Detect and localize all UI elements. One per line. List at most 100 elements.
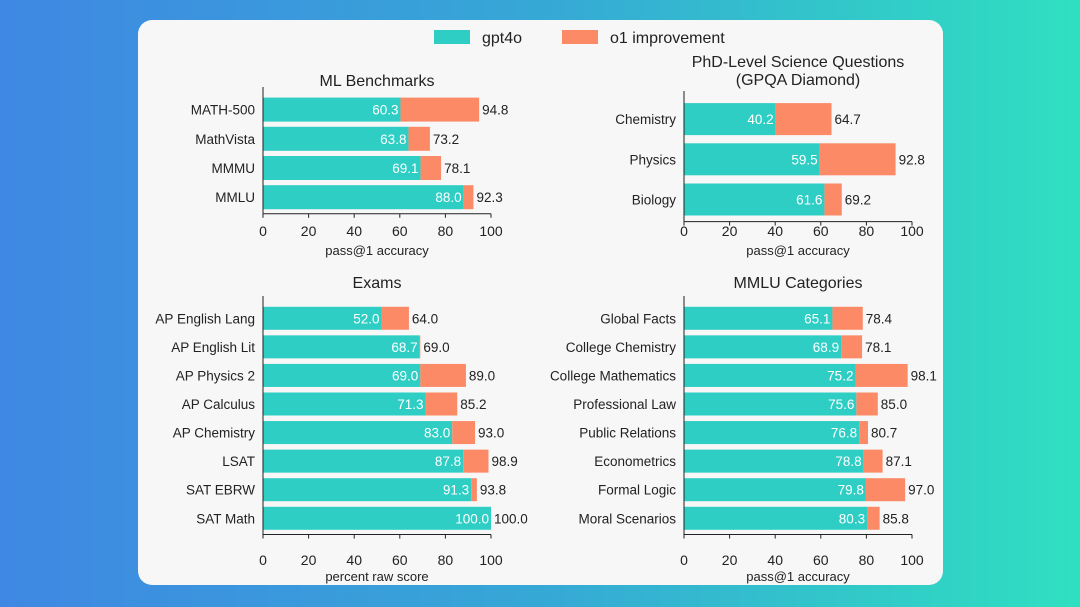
value-label-o1-mathvista: 73.2 — [433, 132, 459, 147]
category-label-public-relations: Public Relations — [579, 426, 676, 441]
value-label-o1-mmlu: 92.3 — [476, 190, 502, 205]
value-label-o1-math-500: 94.8 — [482, 103, 508, 118]
value-label-gpt4o-chemistry: 40.2 — [747, 112, 773, 127]
value-label-o1-sat-math: 100.0 — [494, 511, 528, 526]
bar-gpt4o-ap-english-lit — [263, 335, 420, 359]
category-label-formal-logic: Formal Logic — [598, 483, 676, 498]
value-label-gpt4o-college-mathematics: 75.2 — [827, 368, 853, 383]
value-label-o1-biology: 69.2 — [845, 193, 871, 208]
bar-gpt4o-ap-physics-2 — [263, 363, 421, 387]
category-label-chemistry: Chemistry — [615, 112, 676, 127]
bar-o1-improvement-moral-scenarios — [867, 506, 880, 530]
category-label-ap-calculus: AP Calculus — [182, 397, 256, 412]
value-label-gpt4o-formal-logic: 79.8 — [838, 483, 864, 498]
value-label-o1-ap-physics-2: 89.0 — [469, 368, 495, 383]
category-label-sat-math: SAT Math — [196, 511, 255, 526]
category-label-physics: Physics — [629, 152, 676, 167]
value-label-o1-global-facts: 78.4 — [866, 311, 893, 326]
value-label-o1-ap-english-lang: 64.0 — [412, 311, 438, 326]
category-label-ap-english-lang: AP English Lang — [155, 311, 255, 326]
bar-o1-improvement-econometrics — [863, 449, 883, 473]
bar-gpt4o-sat-ebrw — [263, 478, 472, 502]
value-label-o1-moral-scenarios: 85.8 — [883, 511, 909, 526]
legend-label-o1-improvement: o1 improvement — [610, 30, 725, 47]
x-tick-label: 0 — [259, 223, 267, 239]
bar-gpt4o-moral-scenarios — [684, 506, 868, 530]
bar-o1-improvement-mmlu — [463, 185, 474, 210]
x-tick-label: 60 — [392, 552, 408, 568]
bar-o1-improvement-college-mathematics — [855, 363, 908, 387]
legend-swatch-gpt4o — [434, 30, 470, 44]
category-label-college-chemistry: College Chemistry — [566, 340, 677, 355]
category-label-global-facts: Global Facts — [600, 311, 676, 326]
bar-gpt4o-mmmu — [263, 156, 421, 180]
bar-o1-improvement-lsat — [463, 449, 489, 473]
x-tick-label: 0 — [680, 552, 688, 568]
bar-o1-improvement-formal-logic — [865, 478, 906, 502]
value-label-o1-lsat: 98.9 — [491, 454, 517, 469]
category-label-ap-physics-2: AP Physics 2 — [176, 368, 255, 383]
value-label-o1-college-chemistry: 78.1 — [865, 340, 891, 355]
bar-gpt4o-global-facts — [684, 306, 833, 330]
x-tick-label: 40 — [346, 223, 362, 239]
value-label-gpt4o-sat-math: 100.0 — [455, 511, 489, 526]
bar-o1-improvement-physics — [819, 143, 896, 176]
bar-gpt4o-econometrics — [684, 449, 864, 473]
value-label-gpt4o-physics: 59.5 — [791, 152, 817, 167]
bar-o1-improvement-ap-chemistry — [452, 421, 476, 445]
category-label-mmmu: MMMU — [212, 161, 256, 176]
bar-o1-improvement-global-facts — [832, 306, 863, 330]
value-label-gpt4o-public-relations: 76.8 — [831, 426, 857, 441]
bar-o1-improvement-biology — [824, 183, 842, 216]
value-label-gpt4o-global-facts: 65.1 — [804, 311, 830, 326]
bar-o1-improvement-math-500 — [400, 97, 480, 122]
bar-o1-improvement-public-relations — [859, 421, 868, 445]
x-tick-label: 60 — [813, 552, 829, 568]
bar-gpt4o-math-500 — [263, 97, 401, 122]
value-label-o1-ap-calculus: 85.2 — [460, 397, 486, 412]
category-label-moral-scenarios: Moral Scenarios — [578, 511, 676, 526]
bar-gpt4o-mmlu — [263, 185, 464, 210]
chart-panel-exams: Exams AP English Lang 52.0 64.0 AP English L… — [155, 275, 527, 584]
chart-panel-mmlu-categories: MMLU Categories Global Facts 65.1 78.4 Colle… — [550, 275, 937, 584]
value-label-gpt4o-college-chemistry: 68.9 — [813, 340, 839, 355]
chart-panel-phd-level-science-questions: PhD-Level Science Questions(GPQA Diamond… — [615, 54, 925, 258]
category-label-mmlu: MMLU — [215, 190, 255, 205]
bar-gpt4o-sat-math — [263, 506, 491, 530]
bar-o1-improvement-ap-english-lit — [419, 335, 421, 359]
value-label-gpt4o-mmlu: 88.0 — [435, 190, 461, 205]
x-tick-label: 100 — [900, 223, 924, 239]
value-label-o1-ap-chemistry: 93.0 — [478, 426, 504, 441]
x-tick-label: 20 — [722, 223, 738, 239]
bar-gpt4o-formal-logic — [684, 478, 866, 502]
x-tick-label: 20 — [301, 552, 317, 568]
bar-gpt4o-college-chemistry — [684, 335, 842, 359]
value-label-o1-public-relations: 80.7 — [871, 426, 897, 441]
category-label-college-mathematics: College Mathematics — [550, 368, 676, 383]
bar-gpt4o-mathvista — [263, 126, 409, 151]
value-label-gpt4o-ap-chemistry: 83.0 — [424, 426, 450, 441]
chart-title: (GPQA Diamond) — [736, 72, 860, 89]
bar-gpt4o-ap-english-lang — [263, 306, 382, 330]
chart-title: MMLU Categories — [734, 275, 863, 292]
value-label-gpt4o-biology: 61.6 — [796, 193, 822, 208]
x-tick-label: 80 — [859, 552, 875, 568]
value-label-gpt4o-mmmu: 69.1 — [392, 161, 418, 176]
bar-gpt4o-ap-calculus — [263, 392, 426, 416]
x-axis-label: pass@1 accuracy — [746, 569, 850, 584]
bar-o1-improvement-college-chemistry — [841, 335, 863, 359]
value-label-gpt4o-ap-calculus: 71.3 — [397, 397, 423, 412]
bar-gpt4o-public-relations — [684, 421, 860, 445]
value-label-gpt4o-lsat: 87.8 — [435, 454, 461, 469]
category-label-mathvista: MathVista — [195, 132, 255, 147]
x-tick-label: 60 — [813, 223, 829, 239]
value-label-o1-physics: 92.8 — [899, 152, 925, 167]
value-label-o1-professional-law: 85.0 — [881, 397, 907, 412]
value-label-o1-mmmu: 78.1 — [444, 161, 470, 176]
bar-gpt4o-biology — [684, 183, 825, 216]
bar-gpt4o-ap-chemistry — [263, 421, 453, 445]
value-label-o1-formal-logic: 97.0 — [908, 483, 934, 498]
x-tick-label: 80 — [438, 223, 454, 239]
bar-o1-improvement-mathvista — [408, 126, 430, 151]
value-label-gpt4o-mathvista: 63.8 — [380, 132, 406, 147]
